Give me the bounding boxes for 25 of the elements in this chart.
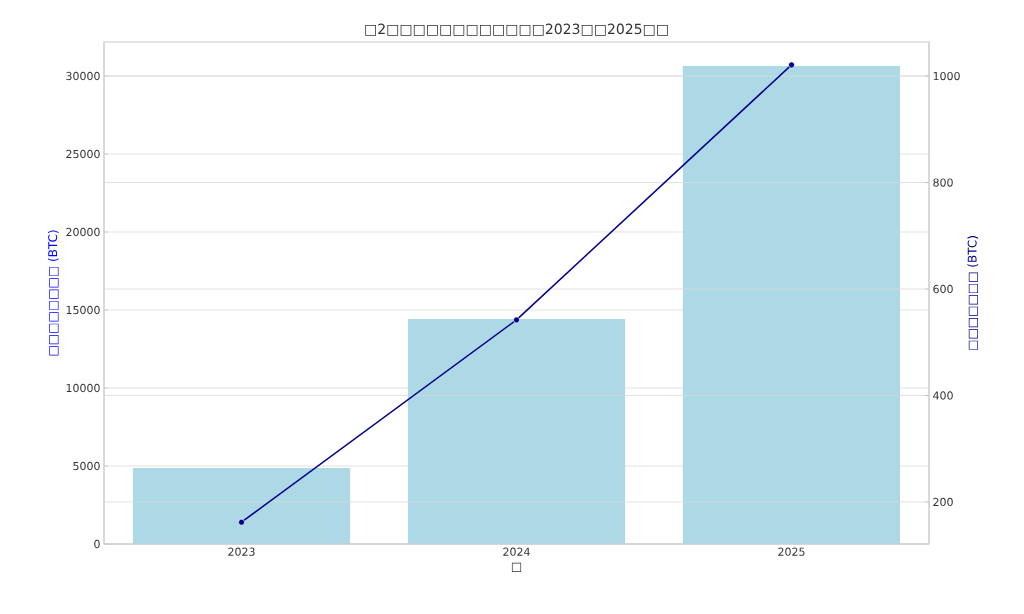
y2-tick-label: 600 (933, 284, 953, 294)
y2-tick-label: 1000 (933, 71, 960, 81)
chart-title: □2□□□□□□□□□□□□2023□□2025□□ (365, 23, 668, 36)
x-tick-label: 2024 (503, 547, 530, 556)
point (238, 518, 245, 526)
x-tick-label: 2023 (228, 547, 255, 556)
y-tick-label: 30000 (66, 71, 100, 81)
y2-tick-label: 400 (933, 391, 953, 400)
y-axis-title: □□□□□□□□ (BTC) (47, 230, 59, 356)
y-tick-label: 25000 (66, 149, 100, 159)
point (513, 316, 520, 324)
y-tick-label: 0 (94, 539, 100, 549)
y-tick-label: 20000 (66, 227, 100, 237)
y2-tick-label: 800 (933, 178, 953, 187)
x-tick-label: 2025 (778, 547, 805, 556)
point (788, 61, 795, 69)
y-tick-label: 15000 (66, 305, 100, 315)
x-axis-title: □ (511, 562, 522, 572)
y-tick-label: 10000 (66, 383, 100, 393)
bar (682, 66, 901, 544)
y2-tick-label: 200 (933, 497, 953, 507)
y2-axis-title: □□□□□□□ (BTC) (967, 236, 979, 350)
bar (132, 468, 351, 544)
bar (407, 319, 626, 544)
y-tick-label: 5000 (73, 461, 100, 471)
